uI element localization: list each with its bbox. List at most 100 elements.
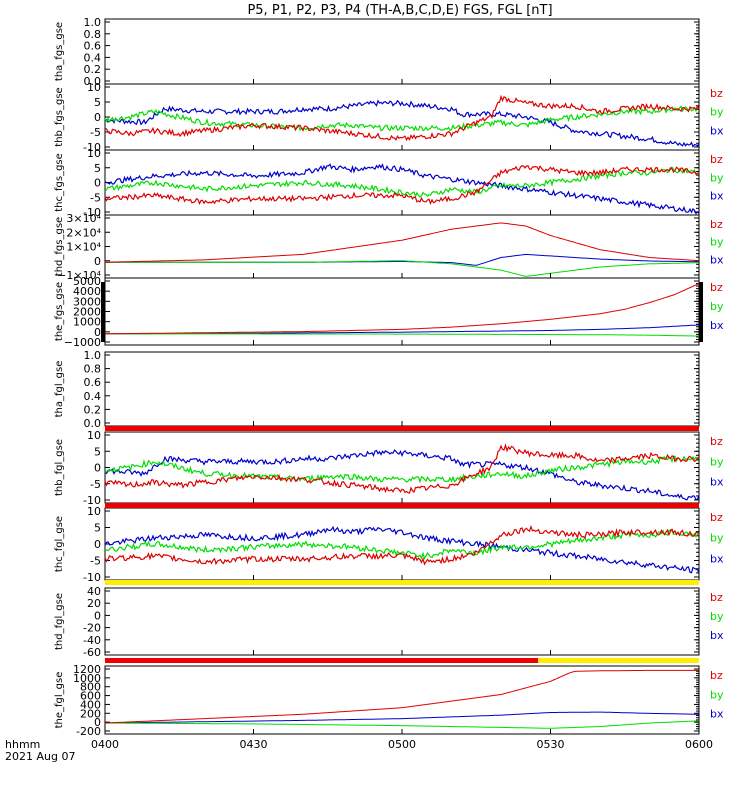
panel-frame	[104, 507, 700, 581]
y-tick-label: −1000	[64, 336, 101, 349]
series-line-by	[104, 455, 700, 484]
legend-label-by: by	[710, 171, 724, 184]
panel-thd_fgs_gse_1: 10 5 0-5 -10 thc_fgs_gse bz by bx	[54, 147, 724, 219]
series-line-bz	[104, 443, 700, 494]
y-tick-label: 1000	[73, 672, 101, 685]
y-tick-label: 1000	[73, 316, 101, 329]
y-tick-label: 20	[87, 597, 101, 610]
flag-bar-red	[105, 658, 539, 663]
y-tick-label: 5	[94, 522, 101, 535]
y-tick-label: 0	[94, 255, 101, 268]
series-line-by	[105, 333, 700, 337]
legend-label-bz: bz	[710, 435, 723, 448]
y-tick-label: 10	[87, 505, 101, 518]
flag-bar-yellow	[538, 658, 699, 663]
legend-label-by: by	[710, 455, 724, 468]
y-axis-label: tha_fgs_gse	[54, 22, 65, 81]
legend-label-by: by	[710, 236, 724, 249]
x-axis: 0400 0430 0500 0530 0600	[91, 738, 713, 751]
series-line-bx	[104, 163, 700, 215]
y-tick-label: 5	[94, 162, 101, 175]
y-tick-label: 4000	[73, 285, 101, 298]
panel-frame	[104, 149, 700, 216]
legend-label-bx: bx	[710, 476, 724, 489]
y-axis-label: thb_fgl_gse	[54, 439, 65, 496]
series-line-bz	[105, 283, 700, 335]
series-line-by	[105, 260, 700, 277]
legend-label-bz: bz	[710, 218, 723, 231]
panel-frame	[104, 18, 700, 85]
y-tick-label: -5	[90, 478, 101, 491]
legend-label-by: by	[710, 532, 724, 545]
series-line-bz	[104, 525, 700, 566]
series-line-bz	[104, 94, 700, 142]
y-tick-label: 0.2	[84, 63, 102, 76]
y-tick-label: 1.0	[84, 16, 102, 29]
panel-thb_fgl_gse: 10 5 0 -5 -10 thb_fgl_gse bz by bx	[54, 429, 724, 507]
y-tick-label: -200	[76, 725, 101, 738]
y-axis-label: thc_fgs_gse	[54, 153, 65, 212]
y-tick-label: 0.4	[84, 51, 102, 64]
y-tick-label: 0	[94, 111, 101, 124]
y-axis-label: thb_fgs_gse	[54, 87, 65, 146]
quality-flags	[101, 282, 703, 663]
y-tick-label: 10	[87, 81, 101, 94]
x-tick-label: 0500	[388, 738, 416, 751]
legend-label-bz: bz	[710, 87, 723, 100]
panel-frame	[104, 83, 700, 151]
y-tick-label: 10	[87, 429, 101, 442]
panel-frame	[104, 431, 700, 504]
y-tick-label: 10	[87, 147, 101, 160]
y-tick-label: -5	[90, 191, 101, 204]
y-tick-label: -60	[83, 646, 101, 659]
y-tick-label: 2×10⁴	[66, 226, 101, 239]
y-tick-label: 800	[80, 681, 101, 694]
x-tick-label: 0600	[685, 738, 713, 751]
y-tick-label: 1200	[73, 663, 101, 676]
legend-label-by: by	[710, 300, 724, 313]
y-tick-label: 0.6	[84, 40, 102, 53]
y-tick-label: 1.0	[84, 349, 102, 362]
y-tick-label: 200	[80, 707, 101, 720]
panel-tha_fgl_gse: 1.00.80.60.40.20.0 tha_fgl_gse	[54, 349, 700, 430]
edge-marker-left	[101, 282, 105, 342]
y-tick-label: 0.8	[84, 28, 102, 41]
y-tick-label: -10	[83, 494, 101, 507]
panel-thc_fgl_gse: 10 5 0 -5 -10 thc_fgl_gse bz by bx	[54, 505, 724, 584]
y-tick-label: 5000	[73, 275, 101, 288]
flag-bar-red	[105, 426, 699, 431]
series-line-bx	[104, 449, 700, 501]
flag-bar-yellow	[105, 580, 699, 585]
panel-tha_fgs_gse: 1.00.80.60.40.20.0 tha_fgs_gse	[54, 16, 700, 88]
y-tick-label: 0	[94, 609, 101, 622]
y-tick-label: 0.0	[84, 417, 102, 430]
series-line-by	[105, 720, 700, 729]
x-tick-label: 0530	[537, 738, 565, 751]
panels: 1.00.80.60.40.20.0tha_fgs_gse1050-5-10th…	[54, 16, 724, 738]
series-line-bx	[105, 711, 700, 724]
y-tick-label: -10	[83, 571, 101, 584]
y-tick-label: 3×10⁴	[66, 212, 101, 225]
y-tick-label: 0	[94, 326, 101, 339]
y-axis-label: tha_fgl_gse	[54, 361, 65, 418]
y-tick-label: 0.4	[84, 390, 102, 403]
y-tick-label: -10	[83, 141, 101, 154]
y-tick-label: 5	[94, 445, 101, 458]
x-tick-label: 0430	[240, 738, 268, 751]
y-tick-label: 0	[94, 462, 101, 475]
y-axis-label: the_fgs_gse	[54, 282, 65, 341]
legend-label-bz: bz	[710, 511, 723, 524]
legend-label-bz: bz	[710, 591, 723, 604]
panel-frame	[104, 587, 700, 656]
panel-thb_fgs_gse: 10 5 0 -5 -10 thb_fgs_gse bz by bx	[54, 81, 724, 154]
panel-frame	[104, 214, 700, 279]
flag-bar-red	[105, 503, 699, 508]
y-tick-label: 0.2	[84, 403, 102, 416]
y-tick-label: 0.6	[84, 376, 102, 389]
date-label: 2021 Aug 07	[5, 750, 75, 763]
series-line-bx	[104, 99, 700, 148]
